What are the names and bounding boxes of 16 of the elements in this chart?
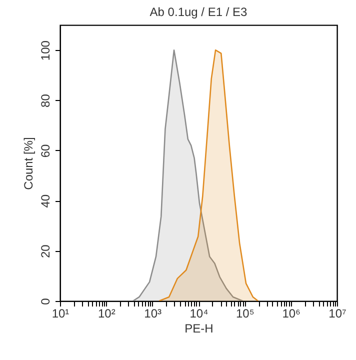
y-tick-label: 40 xyxy=(38,194,52,208)
x-tick-label: 10¹ xyxy=(52,306,70,320)
y-axis-title: Count [%] xyxy=(22,137,36,190)
x-axis-title: PE-H xyxy=(184,322,214,336)
x-tick-label: 10³ xyxy=(144,306,162,320)
x-tick-label: 10⁵ xyxy=(236,306,254,320)
y-tick-label: 20 xyxy=(38,244,52,258)
x-tick-label: 10² xyxy=(98,306,116,320)
y-tick-label: 100 xyxy=(38,40,52,61)
x-tick-label: 10⁶ xyxy=(282,306,301,320)
chart-title: Ab 0.1ug / E1 / E3 xyxy=(150,5,248,19)
y-tick-label: 60 xyxy=(38,144,52,158)
x-tick-label: 10⁴ xyxy=(190,306,208,320)
y-tick-label: 80 xyxy=(38,94,52,108)
x-tick-label: 10⁷ xyxy=(328,306,346,320)
y-tick-label: 0 xyxy=(38,298,52,305)
